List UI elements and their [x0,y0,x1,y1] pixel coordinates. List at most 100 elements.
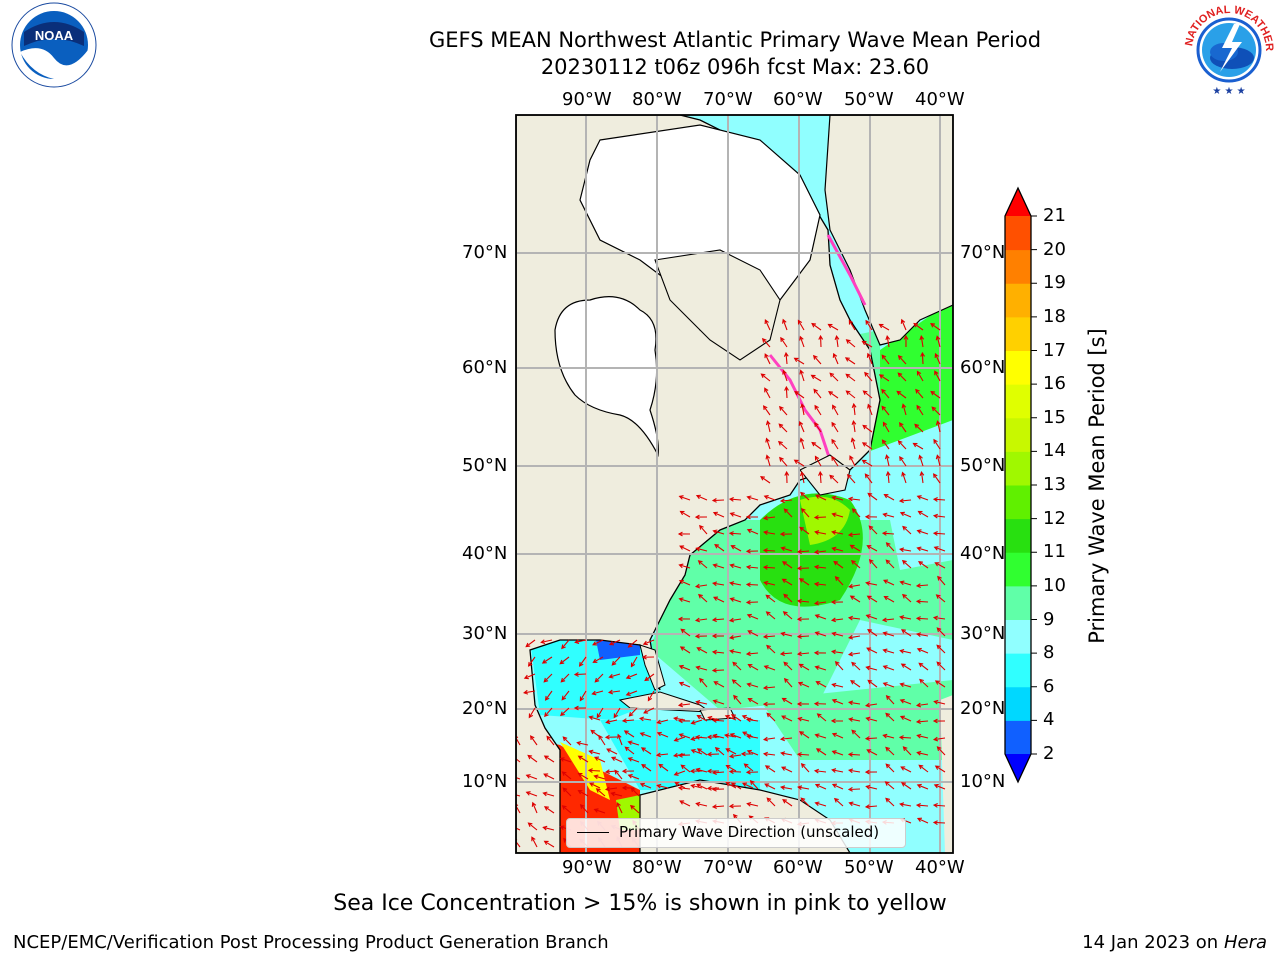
wave-direction-arrow [724,733,737,738]
wave-direction-arrow [711,649,725,655]
wave-direction-arrow [915,719,929,725]
wave-direction-arrow [694,514,708,520]
wave-direction-arrow [865,784,878,790]
wave-direction-arrow [936,746,946,756]
wave-direction-arrow [850,559,861,569]
wave-direction-arrow [543,773,555,780]
wave-direction-arrow [883,595,895,603]
wave-direction-arrow [831,530,844,535]
wave-direction-arrow [814,530,827,535]
wave-direction-arrow [831,682,844,688]
wave-direction-arrow [866,647,878,654]
wave-direction-arrow [743,763,754,772]
wave-direction-arrow [516,758,521,763]
wave-direction-arrow [561,771,572,780]
wave-direction-arrow [814,733,827,739]
wave-direction-arrow [642,639,655,646]
footer-credit: NCEP/EMC/Verification Post Processing Pr… [13,932,609,953]
wave-direction-arrow [730,782,742,790]
wave-direction-arrow [850,680,861,688]
wave-direction-arrow [762,634,776,640]
wave-direction-arrow [881,531,895,536]
wave-direction-arrow [746,613,759,620]
wave-direction-arrow [764,318,771,331]
wave-direction-arrow [813,581,827,587]
wave-direction-arrow [679,646,691,654]
wave-direction-arrow [916,817,929,824]
wave-direction-arrow [588,715,601,721]
wave-direction-arrow [638,716,652,722]
africa-edge [940,695,953,853]
wave-direction-arrow [932,497,946,502]
colorbar-tick-label: 20 [1043,238,1066,260]
wave-direction-arrow [760,373,771,382]
wave-direction-arrow [780,546,793,552]
wave-direction-arrow [899,455,907,467]
wave-direction-arrow [690,719,703,725]
wave-direction-arrow [542,825,555,831]
wave-direction-arrow [851,419,857,433]
wave-direction-arrow [677,616,691,622]
wave-direction-arrow [528,707,536,719]
wave-direction-arrow [604,734,618,740]
wave-direction-arrow [830,718,844,724]
wave-direction-arrow [903,334,909,348]
lon-label-top-90w: 90°W [562,89,612,110]
lon-label-bottom-90w: 90°W [562,857,612,878]
wave-direction-arrow [902,525,912,535]
wave-direction-arrow [559,757,572,763]
wave-direction-arrow [834,576,844,586]
wave-direction-arrow [562,736,572,746]
wave-direction-arrow [745,564,759,570]
colorbar-tick-label: 16 [1043,373,1066,395]
wave-direction-arrow [828,391,839,399]
wave-direction-arrow [813,388,822,399]
wave-direction-arrow [694,583,708,589]
wave-direction-arrow [764,765,776,773]
wave-direction-arrow [831,732,844,739]
wave-direction-arrow [844,357,856,365]
wave-direction-arrow [811,322,822,331]
wave-direction-arrow [847,651,861,657]
wave-direction-arrow [729,597,742,603]
wave-direction-arrow [813,650,827,656]
colorbar-segment [1005,249,1031,284]
wave-direction-arrow [783,351,789,365]
wave-direction-arrow [782,318,788,331]
footer-date: 14 Jan 2023 on Hera [1082,932,1267,953]
colorbar-segment [1005,619,1031,654]
wave-direction-arrow [867,492,878,501]
wave-direction-arrow [864,702,878,708]
wave-direction-arrow [656,719,669,725]
wave-direction-arrow [885,335,891,348]
wave-direction-arrow [573,672,587,677]
wave-direction-arrow [881,405,890,416]
colorbar-tick-label: 4 [1043,709,1055,731]
wave-direction-arrow [800,403,805,416]
wave-direction-arrow [849,544,861,552]
wave-direction-arrow [625,690,638,696]
wave-direction-arrow [901,782,912,790]
wave-direction-arrow [919,678,929,688]
wave-direction-arrow [833,797,844,807]
wave-direction-arrow [677,702,691,708]
wave-direction-arrow [678,681,691,688]
wave-direction-arrow [864,736,878,741]
colorbar-tick-label: 18 [1043,305,1066,327]
wave-direction-arrow [865,581,878,586]
wave-direction-arrow [934,352,941,365]
wave-direction-arrow [864,804,878,810]
footer-host: Hera [1223,932,1267,953]
wave-direction-arrow [711,667,725,673]
wave-direction-arrow [935,594,946,603]
wave-direction-arrow [746,682,759,688]
wave-direction-arrow [799,437,805,450]
wave-direction-arrow [868,525,878,535]
wave-direction-arrow [865,319,873,331]
wave-direction-arrow [864,473,873,484]
lon-label-bottom-80w: 80°W [632,857,682,878]
wave-direction-arrow [763,530,776,536]
wave-direction-arrow [695,546,708,552]
wave-direction-arrow [747,698,759,705]
wave-direction-arrow [516,827,521,831]
